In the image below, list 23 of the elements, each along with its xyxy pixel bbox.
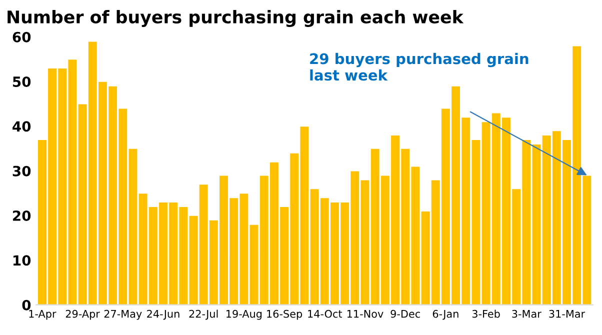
x-tick-label: 19-Aug — [226, 310, 262, 320]
chart-title: Number of buyers purchasing grain each week — [8, 10, 464, 27]
x-tick-label: 14-Oct — [308, 310, 342, 318]
y-tick-label: 50 — [13, 76, 31, 87]
y-tick-label: 30 — [12, 166, 31, 176]
y-tick-label: 60 — [12, 32, 31, 42]
annotation: 29 buyers purchased grain last week — [310, 52, 528, 81]
x-tick-label: 16-Sep — [267, 310, 302, 320]
x-tick-label: 22-Jul — [189, 310, 218, 320]
x-tick-label: 11-Nov — [347, 310, 384, 318]
x-tick-label: 6-Jan — [432, 310, 458, 320]
x-tick-label: 29-Apr — [66, 310, 100, 320]
x-tick-label: 24-Jun — [147, 310, 180, 320]
y-tick-label: 0 — [22, 300, 31, 310]
x-tick-label: 9-Dec — [390, 310, 420, 318]
x-tick-label: 31-Mar — [549, 310, 586, 318]
x-tick-label: 3-Feb — [472, 310, 500, 318]
x-tick-label: 27-May — [104, 310, 142, 320]
x-tick-label: 1-Apr — [29, 310, 56, 320]
y-tick-label: 40 — [12, 121, 31, 132]
y-tick-label: 20 — [13, 210, 31, 221]
y-tick-label: 10 — [14, 255, 31, 266]
x-tick-label: 3-Mar — [512, 310, 542, 318]
